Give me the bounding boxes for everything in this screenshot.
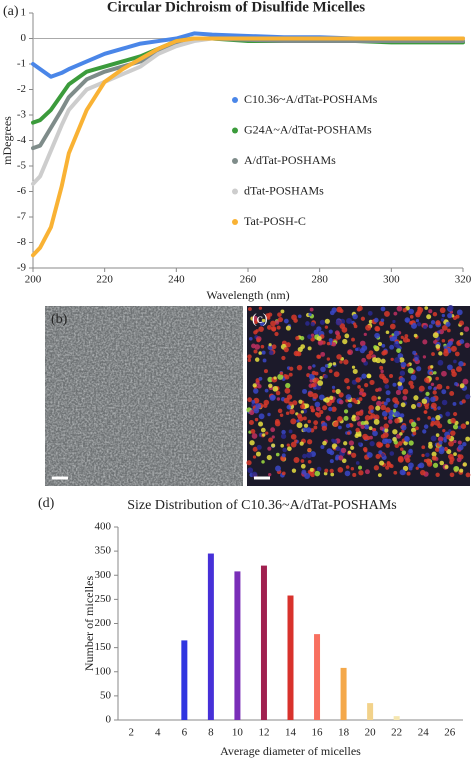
bar [340, 667, 347, 720]
tem-image-b [45, 306, 243, 486]
bar [207, 553, 214, 720]
legend-marker [232, 188, 238, 195]
bar [367, 703, 374, 720]
y-axis-title: Number of micelles [82, 576, 96, 672]
legend-label: dTat-POSHAMs [244, 183, 324, 197]
y-tick-label: 100 [95, 665, 112, 677]
x-tick-label: 320 [455, 274, 472, 286]
x-tick-label: 200 [25, 274, 42, 286]
panel-label: (a) [3, 4, 19, 19]
y-tick-label: -6 [17, 185, 27, 197]
y-tick-label: -9 [17, 262, 27, 274]
tem-image-c [246, 305, 471, 486]
bar [393, 716, 400, 720]
y-tick-label: 200 [95, 617, 112, 629]
x-tick-label: 12 [258, 727, 269, 739]
bar [181, 640, 188, 720]
y-axis-title: mDegrees [0, 116, 14, 165]
bar [314, 634, 321, 720]
x-tick-label: 18 [338, 727, 350, 739]
legend-marker [232, 219, 238, 225]
legend-marker [232, 97, 238, 103]
y-tick-label: -5 [17, 160, 27, 172]
panel-label: (d) [38, 496, 55, 511]
series-line [31, 36, 465, 258]
x-tick-label: 4 [155, 727, 161, 739]
x-tick-label: 2 [129, 727, 135, 739]
y-tick-label: -2 [17, 83, 26, 95]
x-tick-label: 260 [240, 274, 257, 286]
y-tick-label: -3 [17, 109, 27, 121]
y-tick-label: -8 [17, 236, 27, 248]
x-tick-label: 10 [232, 727, 244, 739]
y-tick-label: 1 [21, 7, 27, 19]
bar [234, 571, 241, 720]
x-tick-label: 220 [96, 274, 113, 286]
chart-title: Size Distribution of C10.36~A/dTat-POSHA… [127, 498, 397, 513]
x-tick-label: 26 [444, 727, 456, 739]
panel-label: (b) [51, 312, 68, 327]
legend-label: Tat-POSH-C [244, 214, 306, 228]
bar [260, 565, 267, 720]
x-tick-label: 280 [311, 274, 328, 286]
y-tick-label: 350 [95, 545, 112, 557]
x-tick-label: 14 [285, 727, 297, 739]
x-tick-label: 6 [182, 727, 188, 739]
x-tick-label: 240 [168, 274, 185, 286]
x-tick-label: 22 [391, 727, 402, 739]
y-tick-label: 250 [95, 593, 112, 605]
y-tick-label: -7 [17, 211, 27, 223]
x-axis-title: Wavelength (nm) [206, 288, 289, 302]
y-tick-label: 300 [95, 569, 112, 581]
y-tick-label: 0 [106, 714, 112, 726]
x-tick-label: 20 [365, 727, 377, 739]
y-tick-label: 400 [95, 521, 112, 533]
legend-label: C10.36~A/dTat-POSHAMs [244, 92, 378, 106]
legend-label: A/dTat-POSHAMs [244, 153, 336, 167]
x-tick-label: 8 [208, 727, 214, 739]
x-tick-label: 16 [312, 727, 324, 739]
x-axis-title: Average diameter of micelles [220, 744, 361, 758]
legend-marker [232, 158, 238, 164]
y-tick-label: -4 [17, 134, 27, 146]
x-tick-label: 24 [418, 727, 430, 739]
panel-label: (c) [252, 312, 268, 327]
chart-title: Circular Dichroism of Disulfide Micelles [107, 0, 365, 15]
y-tick-label: 50 [100, 689, 112, 701]
legend-marker [232, 127, 238, 134]
series-line [31, 36, 465, 151]
legend-label: G24A~A/dTat-POSHAMs [244, 122, 372, 136]
y-tick-label: 150 [95, 641, 112, 653]
bar [287, 595, 294, 720]
y-tick-label: -1 [17, 58, 26, 70]
y-tick-label: 0 [21, 32, 27, 44]
x-tick-label: 300 [383, 274, 400, 286]
legend-box [223, 82, 461, 245]
